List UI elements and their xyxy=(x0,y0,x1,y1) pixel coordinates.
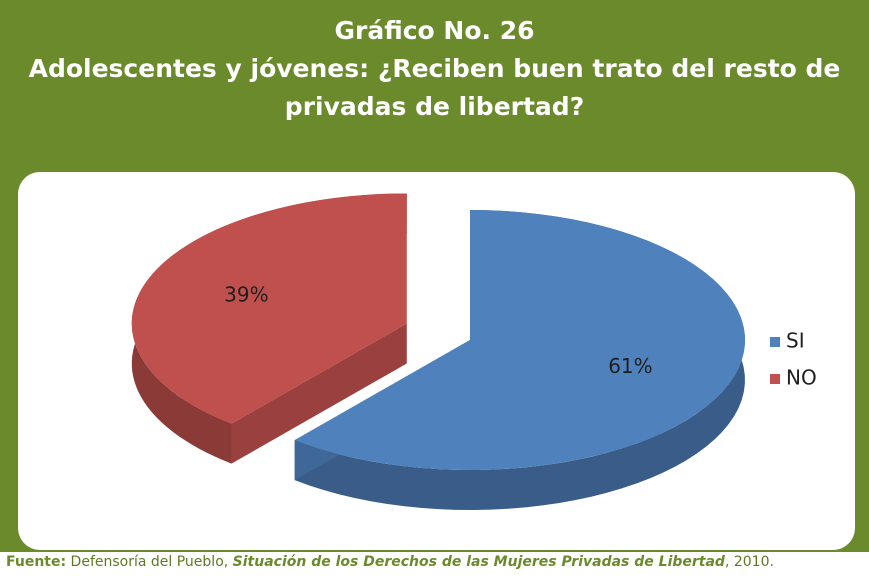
source-note: Fuente: Defensoría del Pueblo, Situación… xyxy=(6,554,862,570)
title-block: Gráfico No. 26 Adolescentes y jóvenes: ¿… xyxy=(20,12,849,126)
pie-slice xyxy=(294,210,746,470)
pie-slice xyxy=(131,193,407,424)
source-work: Situación de los Derechos de las Mujeres… xyxy=(232,554,725,570)
legend-label: NO xyxy=(786,366,817,390)
plot-panel: 61% 39% SI NO xyxy=(18,172,855,550)
data-label: 61% xyxy=(608,354,652,378)
chart-subtitle: Adolescentes y jóvenes: ¿Reciben buen tr… xyxy=(28,54,841,121)
legend-swatch xyxy=(770,374,780,384)
source-author: Defensoría del Pueblo, xyxy=(70,554,229,570)
chart: 61% 39% SI NO xyxy=(131,193,817,510)
data-label: 39% xyxy=(224,283,268,307)
legend-swatch xyxy=(770,337,780,347)
slice-cut xyxy=(231,323,407,464)
chart-title: Gráfico No. 26 xyxy=(334,16,535,45)
legend-label: SI xyxy=(786,329,805,353)
slice-side xyxy=(294,210,745,510)
source-label: Fuente: xyxy=(6,554,67,570)
chart-frame: Gráfico No. 26 Adolescentes y jóvenes: ¿… xyxy=(0,0,869,552)
source-year: , 2010. xyxy=(724,554,774,570)
